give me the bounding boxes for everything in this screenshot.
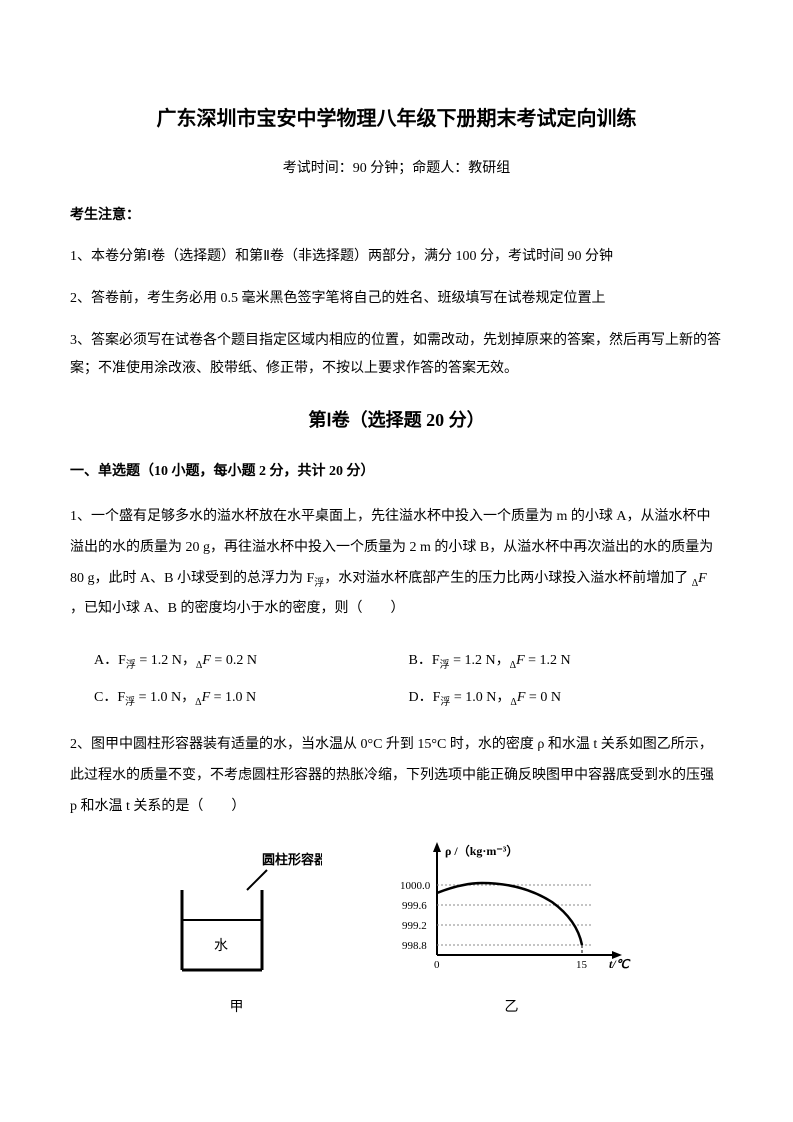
option-a: A．F浮 = 1.2 N，ΔF = 0.2 N	[94, 643, 409, 679]
opt-sub: 浮	[440, 696, 450, 707]
notice-item: 2、答卷前，考生务必用 0.5 毫米黑色签字笔将自己的姓名、班级填写在试卷规定位…	[70, 285, 723, 313]
xtick: 0	[434, 959, 440, 971]
question-1: 1、一个盛有足够多水的溢水杯放在水平桌面上，先往溢水杯中投入一个质量为 m 的小…	[70, 502, 723, 625]
caption-jia: 甲	[152, 995, 322, 1022]
ytick: 999.2	[402, 920, 427, 932]
option-b: B．F浮 = 1.2 N，ΔF = 1.2 N	[409, 643, 724, 679]
option-d: D．F浮 = 1.0 N，ΔF = 0 N	[409, 680, 724, 716]
q1-text: ，水对溢水杯底部产生的压力比两小球投入溢水杯前增加了	[324, 571, 692, 586]
q1-options: A．F浮 = 1.2 N，ΔF = 0.2 N B．F浮 = 1.2 N，ΔF …	[70, 643, 723, 716]
opt-sub: 浮	[440, 660, 450, 671]
container-label: 圆柱形容器	[262, 852, 322, 867]
opt-text: = 0 N	[525, 690, 561, 705]
ytick: 998.8	[402, 940, 427, 952]
option-c: C．F浮 = 1.0 N，ΔF = 1.0 N	[94, 680, 409, 716]
opt-text: C．F	[94, 690, 125, 705]
subsection-heading: 一、单选题（10 小题，每小题 2 分，共计 20 分）	[70, 459, 723, 486]
opt-dF: F	[202, 653, 211, 668]
page-title: 广东深圳市宝安中学物理八年级下册期末考试定向训练	[70, 100, 723, 138]
notice-heading: 考生注意：	[70, 203, 723, 230]
q1-sub: 浮	[314, 577, 324, 588]
opt-text: A．F	[94, 653, 126, 668]
opt-dF: F	[516, 653, 525, 668]
xtick: 15	[576, 959, 588, 971]
opt-text: = 1.2 N	[525, 653, 571, 668]
opt-sub: 浮	[126, 660, 136, 671]
notice-item: 1、本卷分第Ⅰ卷（选择题）和第Ⅱ卷（非选择题）两部分，满分 100 分，考试时间…	[70, 243, 723, 271]
opt-text: B．F	[409, 653, 440, 668]
opt-text: D．F	[409, 690, 441, 705]
figure-yi: ρ /（kg·m⁻³） 1000.0 999.6 999.2 998.8 0 1…	[382, 840, 642, 1021]
ylabel: ρ /（kg·m⁻³）	[445, 843, 518, 858]
ytick: 999.6	[402, 900, 427, 912]
opt-dF: F	[202, 690, 211, 705]
opt-sub: 浮	[125, 696, 135, 707]
q1-dF: F	[698, 571, 707, 586]
density-chart: ρ /（kg·m⁻³） 1000.0 999.6 999.2 998.8 0 1…	[382, 840, 642, 980]
opt-text: = 1.0 N，	[450, 690, 510, 705]
opt-text: = 1.0 N，	[135, 690, 195, 705]
question-2: 2、图甲中圆柱形容器装有适量的水，当水温从 0°C 升到 15°C 时，水的密度…	[70, 730, 723, 822]
xlabel: t/℃	[609, 957, 631, 971]
opt-text: = 0.2 N	[211, 653, 257, 668]
opt-text: = 1.0 N	[210, 690, 256, 705]
opt-text: = 1.2 N，	[136, 653, 196, 668]
opt-text: = 1.2 N，	[450, 653, 510, 668]
figures-row: 圆柱形容器 水 甲 ρ /（kg·m⁻³） 1000.0 999.6 999.2…	[70, 840, 723, 1021]
figure-jia: 圆柱形容器 水 甲	[152, 850, 322, 1021]
water-label: 水	[214, 938, 228, 954]
container-diagram: 圆柱形容器 水	[152, 850, 322, 980]
caption-yi: 乙	[382, 995, 642, 1022]
section-title: 第Ⅰ卷（选择题 20 分）	[70, 403, 723, 437]
q1-text: ，已知小球 A、B 的密度均小于水的密度，则（ ）	[70, 601, 404, 616]
ytick: 1000.0	[400, 880, 431, 892]
exam-subtitle: 考试时间：90 分钟；命题人：教研组	[70, 156, 723, 183]
notice-item: 3、答案必须写在试卷各个题目指定区域内相应的位置，如需改动，先划掉原来的答案，然…	[70, 327, 723, 383]
